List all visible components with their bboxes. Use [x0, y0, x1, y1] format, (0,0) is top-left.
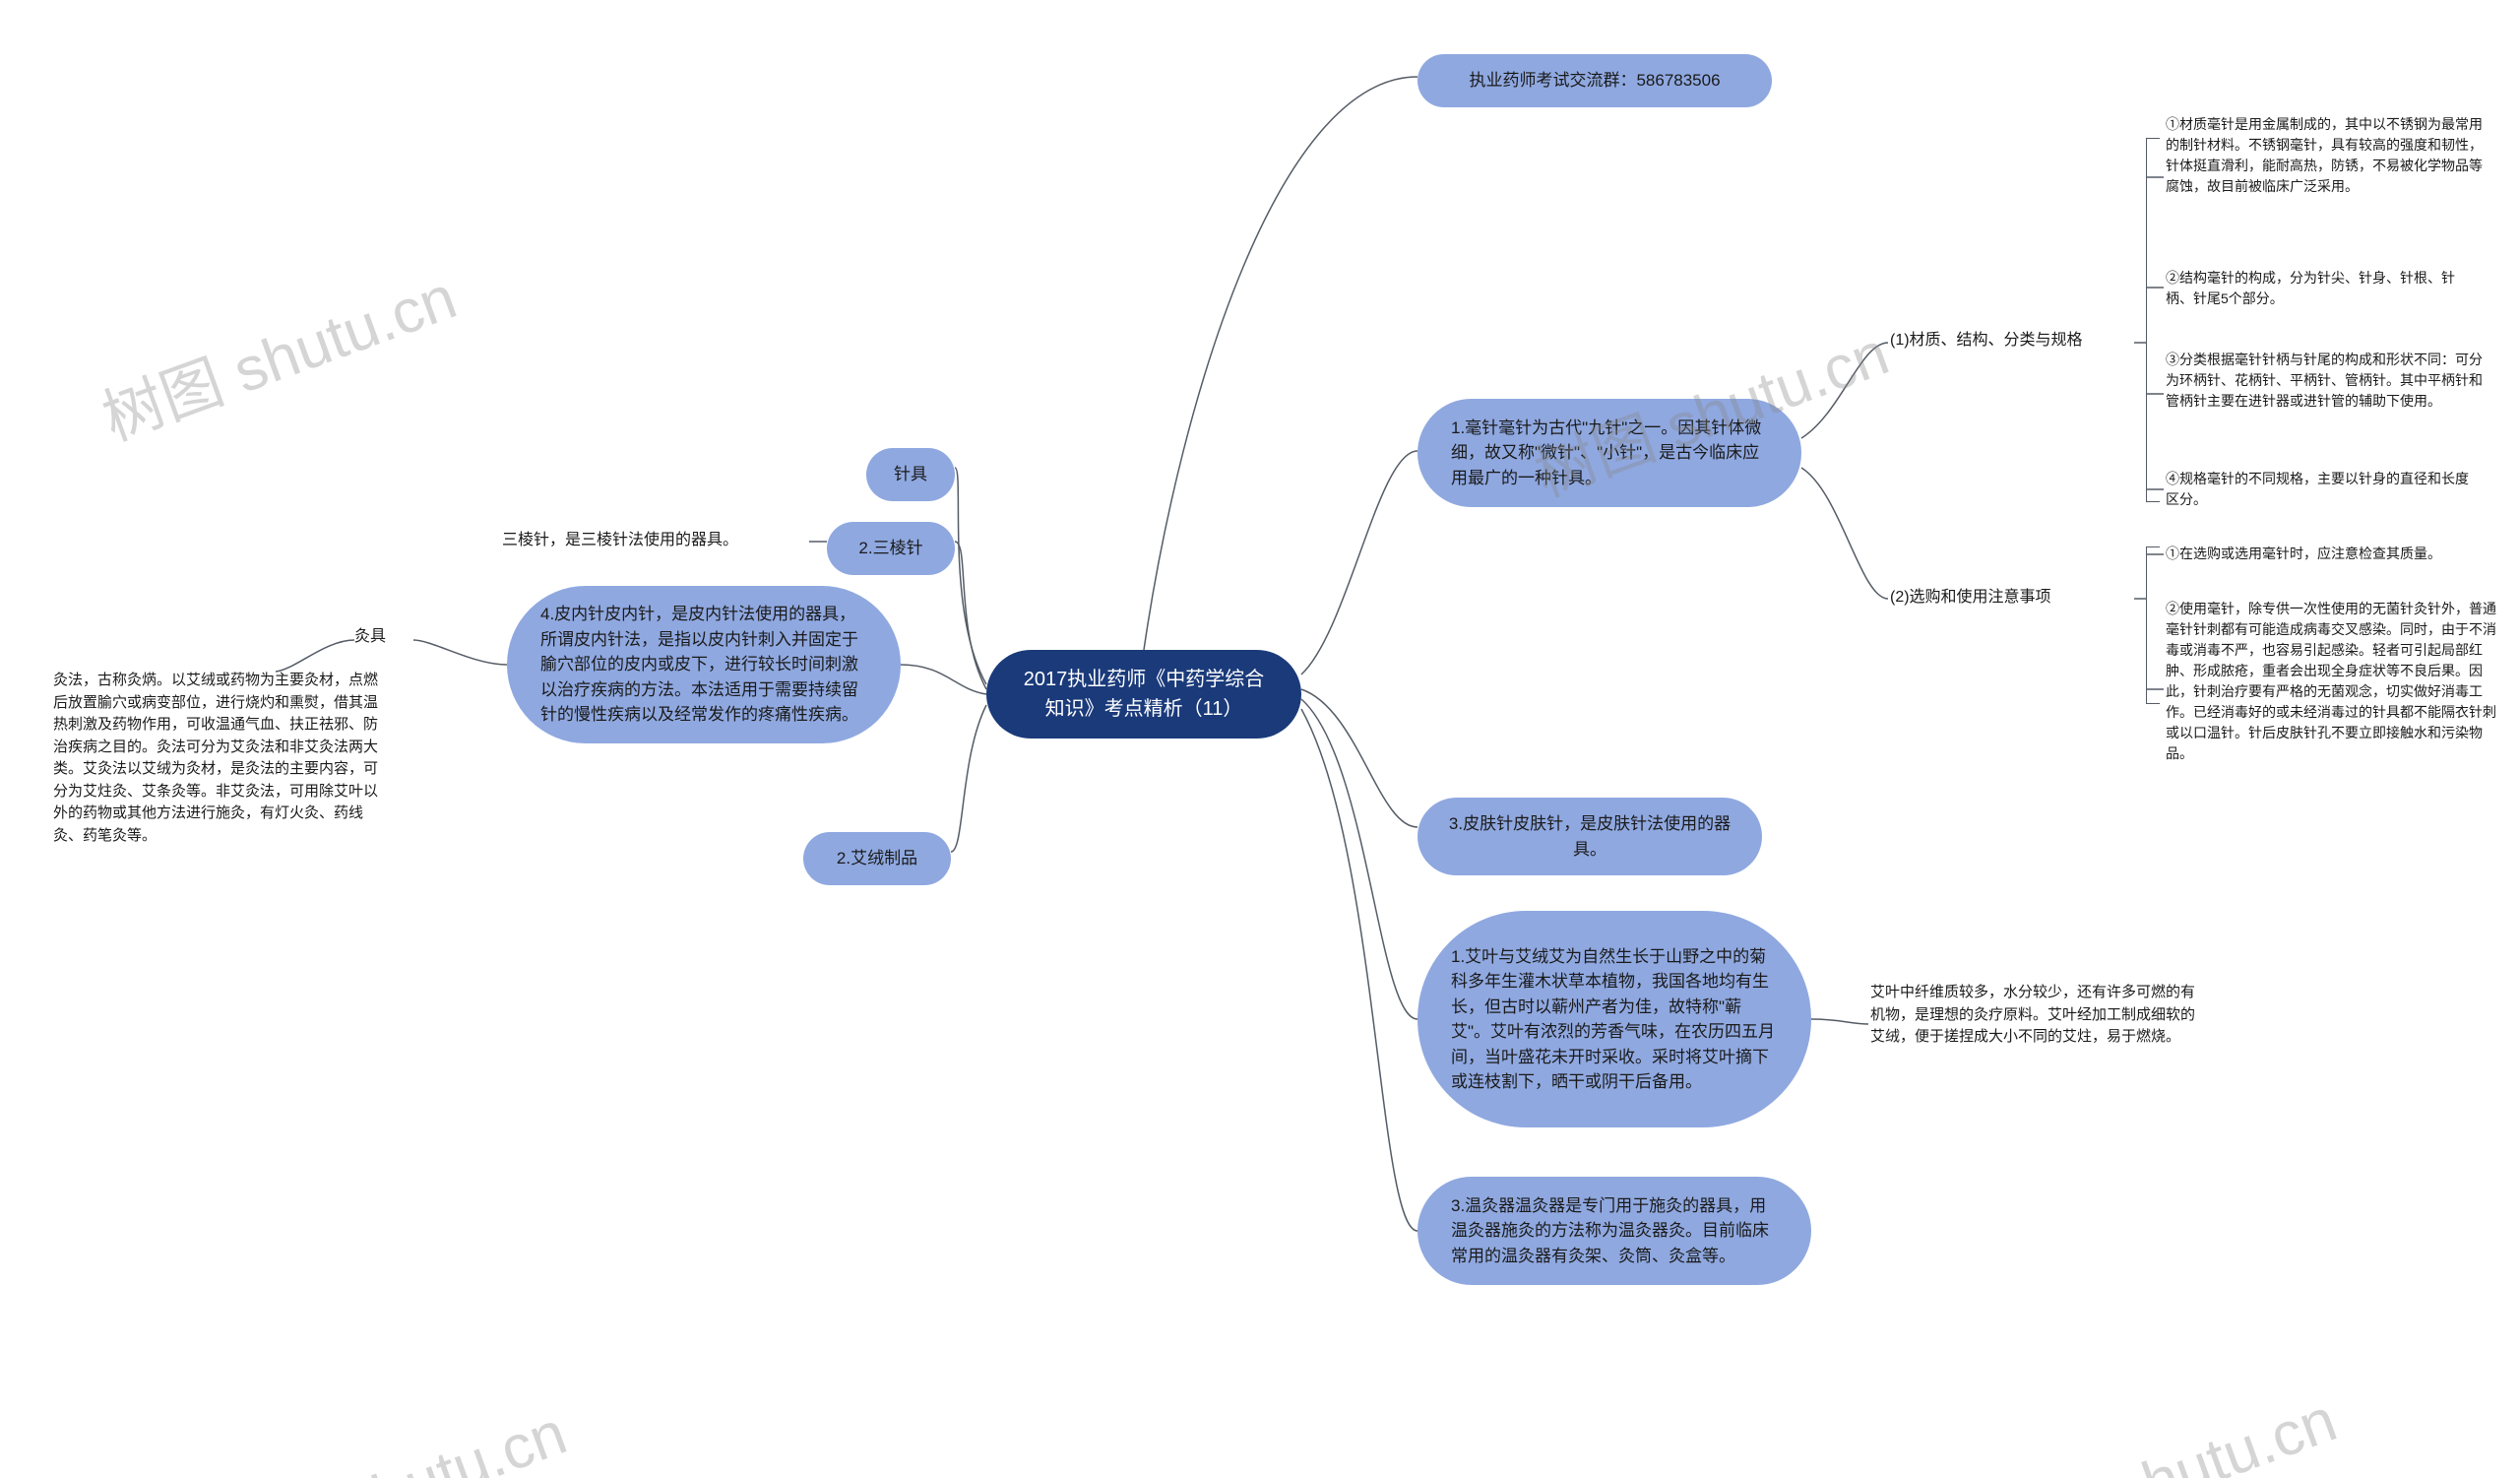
- node-l_sanleng: 2.三棱针: [827, 522, 955, 575]
- text-p_r1a_4: ④规格毫针的不同规格，主要以针身的直径和长度区分。: [2166, 469, 2471, 510]
- edge: [1301, 709, 1418, 1231]
- node-r3: 3.皮肤针皮肤针，是皮肤针法使用的器具。: [1418, 798, 1762, 875]
- node-l_zhenju: 针具: [866, 448, 955, 501]
- text-p_r1a_3: ③分类根据毫针针柄与针尾的构成和形状不同：可分为环柄针、花柄针、平柄针、管柄针。…: [2166, 350, 2490, 412]
- node-label: 1.毫针毫针为古代"九针"之一。因其针体微细，故又称"微针"、"小针"，是古今临…: [1451, 416, 1768, 491]
- edge: [276, 640, 354, 672]
- edge: [1144, 77, 1418, 650]
- mindmap-canvas: 2017执业药师《中药学综合知识》考点精析（11） 执业药师考试交流群：5867…: [0, 0, 2520, 1478]
- edge: [901, 665, 986, 694]
- bracket: [2146, 546, 2160, 704]
- text-p_r1a_2: ②结构毫针的构成，分为针尖、针身、针根、针柄、针尾5个部分。: [2166, 268, 2481, 309]
- edge: [1301, 689, 1418, 827]
- edge: [413, 640, 507, 665]
- edge: [1811, 1019, 1868, 1024]
- node-l_airong: 2.艾绒制品: [803, 832, 951, 885]
- text-p_ai_right: 艾叶中纤维质较多，水分较少，还有许多可燃的有机物，是理想的灸疗原料。艾叶经加工制…: [1870, 982, 2205, 1049]
- edge: [951, 705, 986, 852]
- text-p_r1b_label: (2)选购和使用注意事项: [1890, 586, 2126, 610]
- edge: [955, 542, 986, 689]
- watermark: 树图 shutu.cn: [89, 248, 467, 458]
- node-label: 3.温灸器温灸器是专门用于施灸的器具，用温灸器施灸的方法称为温灸器灸。目前临床常…: [1451, 1193, 1778, 1269]
- edge: [955, 468, 986, 684]
- node-r_ai3: 3.温灸器温灸器是专门用于施灸的器具，用温灸器施灸的方法称为温灸器灸。目前临床常…: [1418, 1177, 1811, 1285]
- node-label: 3.皮肤针皮肤针，是皮肤针法使用的器具。: [1445, 811, 1734, 862]
- text-p_r1b_1: ①在选购或选用毫针时，应注意检查其质量。: [2166, 544, 2490, 564]
- node-label: 2.艾绒制品: [837, 846, 917, 871]
- text-p_r1a_1: ①材质毫针是用金属制成的，其中以不锈钢为最常用的制针材料。不锈钢毫针，具有较高的…: [2166, 114, 2490, 197]
- node-label: 1.艾叶与艾绒艾为自然生长于山野之中的菊科多年生灌木状草本植物，我国各地均有生长…: [1451, 944, 1778, 1095]
- text-p_jiuju_body: 灸法，古称灸焫。以艾绒或药物为主要灸材，点燃后放置腧穴或病变部位，进行烧灼和熏熨…: [53, 670, 388, 847]
- text-p_sanleng: 三棱针，是三棱针法使用的器具。: [502, 529, 807, 552]
- bracket: [2146, 138, 2160, 502]
- node-label: 执业药师考试交流群：586783506: [1469, 68, 1720, 94]
- text-p_r1b_2: ②使用毫针，除专供一次性使用的无菌针灸针外，普通毫针针刺都有可能造成病毒交叉感染…: [2166, 599, 2500, 764]
- node-label: 针具: [894, 462, 927, 487]
- edge: [1801, 343, 1888, 438]
- root-label: 2017执业药师《中药学综合知识》考点精析（11）: [1014, 665, 1274, 724]
- node-r_ai1: 1.艾叶与艾绒艾为自然生长于山野之中的菊科多年生灌木状草本植物，我国各地均有生长…: [1418, 911, 1811, 1127]
- edge: [1801, 468, 1888, 599]
- watermark: shutu.cn: [335, 1398, 576, 1478]
- watermark: 树图 shutu.cn: [1969, 1371, 2347, 1478]
- root-node: 2017执业药师《中药学综合知识》考点精析（11）: [986, 650, 1301, 739]
- node-l_piniez: 4.皮内针皮内针，是皮内针法使用的器具，所谓皮内针法，是指以皮内针刺入并固定于腧…: [507, 586, 901, 743]
- edge: [1301, 699, 1418, 1019]
- node-label: 4.皮内针皮内针，是皮内针法使用的器具，所谓皮内针法，是指以皮内针刺入并固定于腧…: [540, 602, 867, 728]
- edge: [1301, 451, 1418, 675]
- text-p_jiuju_label: 灸具: [354, 625, 413, 649]
- node-r1: 1.毫针毫针为古代"九针"之一。因其针体微细，故又称"微针"、"小针"，是古今临…: [1418, 399, 1801, 507]
- text-p_r1a_label: (1)材质、结构、分类与规格: [1890, 329, 2136, 353]
- node-top: 执业药师考试交流群：586783506: [1418, 54, 1772, 107]
- node-label: 2.三棱针: [858, 536, 922, 561]
